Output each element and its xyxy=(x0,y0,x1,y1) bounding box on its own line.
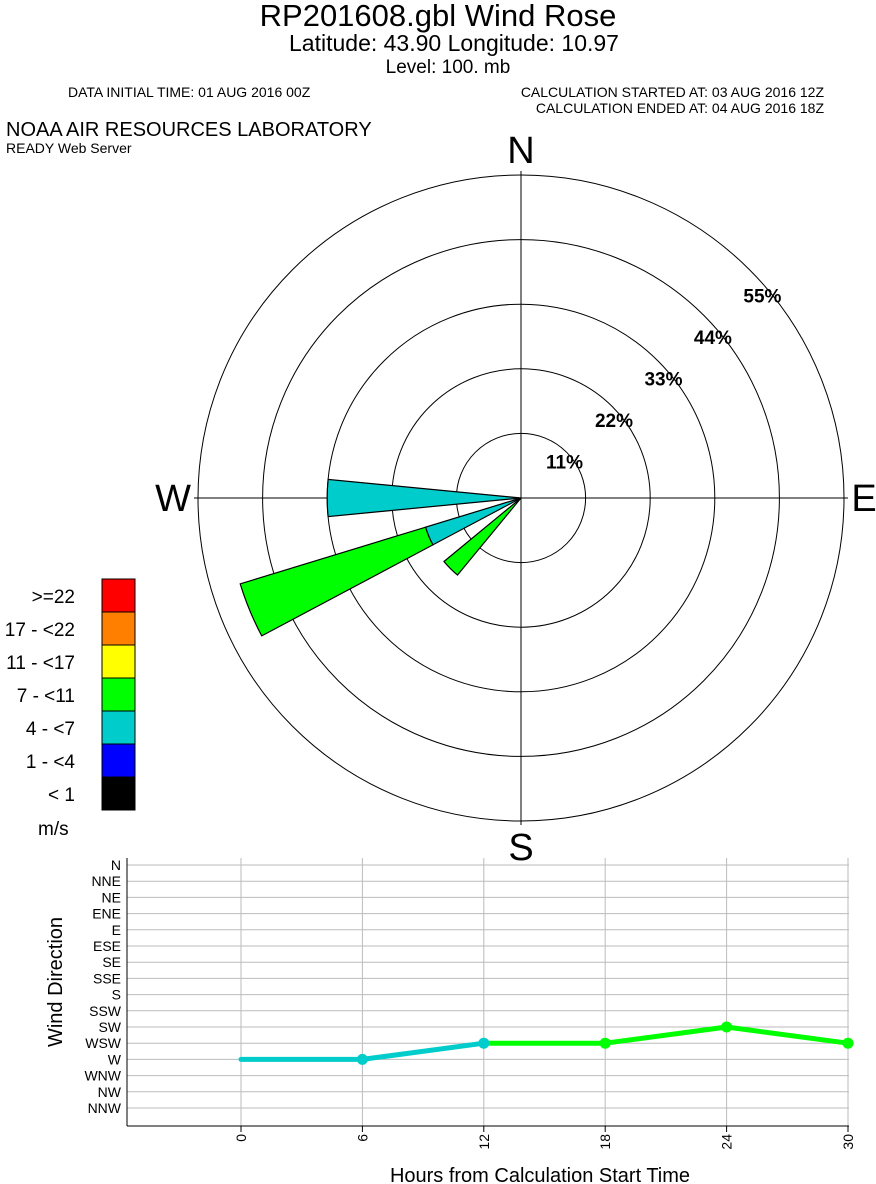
ring-label: 11% xyxy=(546,452,583,473)
series-point xyxy=(599,1037,611,1049)
y-tick-label: SSW xyxy=(89,1003,122,1019)
ring-label: 22% xyxy=(595,411,633,432)
y-tick-label: N xyxy=(111,857,121,873)
legend-swatch xyxy=(101,677,136,712)
data-initial-time: DATA INITIAL TIME: 01 AUG 2016 00Z xyxy=(68,84,311,100)
calculation-started: CALCULATION STARTED AT: 03 AUG 2016 12Z xyxy=(520,84,824,100)
chart-title: RP201608.gbl Wind Rose xyxy=(259,0,617,33)
compass-west: W xyxy=(155,478,191,520)
series-segment xyxy=(724,1024,851,1046)
petal-w xyxy=(326,478,522,518)
legend-swatch xyxy=(101,644,136,679)
legend-swatch xyxy=(101,710,136,745)
calculation-ended: CALCULATION ENDED AT: 04 AUG 2016 18Z xyxy=(535,100,824,116)
x-tick-label: 30 xyxy=(840,1134,856,1150)
x-tick-label: 0 xyxy=(233,1134,249,1142)
y-tick-label: E xyxy=(112,922,121,938)
x-tick-label: 6 xyxy=(354,1134,370,1142)
legend-label: 1 - <4 xyxy=(26,752,76,773)
compass-south: S xyxy=(508,827,533,869)
legend-label: 7 - <11 xyxy=(17,686,75,707)
series-segment xyxy=(602,1024,730,1046)
legend-swatch xyxy=(101,578,136,613)
legend-label: 17 - <22 xyxy=(5,620,75,641)
y-tick-label: WSW xyxy=(85,1035,122,1051)
x-axis-title: Hours from Calculation Start Time xyxy=(390,1165,690,1184)
legend-label: < 1 xyxy=(48,785,75,806)
y-tick-label: NNE xyxy=(91,873,121,889)
y-tick-label: NNW xyxy=(88,1100,122,1116)
y-tick-label: ENE xyxy=(92,906,121,922)
y-tick-label: SW xyxy=(98,1019,121,1035)
organization-name: NOAA AIR RESOURCES LABORATORY xyxy=(6,119,372,141)
legend-swatch xyxy=(101,776,136,811)
y-tick-label: WNW xyxy=(84,1068,121,1084)
petal-sw xyxy=(443,497,522,576)
level-subtitle: Level: 100. mb xyxy=(385,57,511,78)
petal-wsw xyxy=(239,526,434,637)
y-tick-label: NW xyxy=(98,1084,122,1100)
legend-unit: m/s xyxy=(38,819,69,840)
legend-swatch xyxy=(101,611,136,646)
y-tick-label: NE xyxy=(102,889,121,905)
x-tick-label: 24 xyxy=(719,1134,735,1150)
y-axis-title: Wind Direction xyxy=(45,917,67,1047)
compass-east: E xyxy=(851,478,876,520)
x-tick-label: 12 xyxy=(476,1134,492,1150)
series-point xyxy=(842,1037,854,1049)
legend-label: >=22 xyxy=(32,587,75,608)
series-point xyxy=(478,1037,490,1049)
y-tick-label: S xyxy=(112,987,121,1003)
legend-label: 11 - <17 xyxy=(6,653,75,674)
series-segment xyxy=(359,1040,487,1062)
series-point xyxy=(356,1053,368,1065)
location-subtitle: Latitude: 43.90 Longitude: 10.97 xyxy=(289,30,619,56)
y-tick-label: ESE xyxy=(93,938,121,954)
legend-label: 4 - <7 xyxy=(26,719,75,740)
x-tick-label: 18 xyxy=(597,1134,613,1150)
ring-label: 44% xyxy=(694,328,732,349)
speed-legend: >=22 17 - <22 11 - <17 7 - <11 4 - <7 1 - <4 <… xyxy=(5,578,136,840)
y-tick-label: SSE xyxy=(93,970,121,986)
organization-subtitle: READY Web Server xyxy=(6,140,132,156)
y-tick-label: W xyxy=(108,1051,122,1067)
ring-label: 33% xyxy=(644,369,682,390)
y-tick-label: SE xyxy=(102,954,121,970)
legend-swatch xyxy=(101,743,136,778)
series-point xyxy=(721,1021,733,1033)
ring-label: 55% xyxy=(743,286,781,307)
compass-north: N xyxy=(507,130,534,172)
wind-rose: 11% 22% 33% 44% 55% N E S W xyxy=(155,130,876,869)
